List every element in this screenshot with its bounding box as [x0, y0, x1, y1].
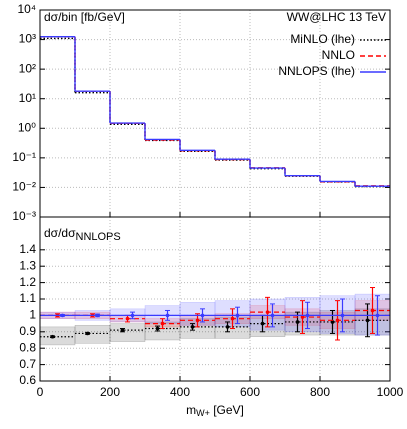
y-tick-label: 1.4	[19, 242, 36, 256]
x-tick-label: 800	[310, 385, 330, 399]
ratio-point	[160, 321, 165, 326]
ratio-point	[235, 313, 240, 318]
ratio-point	[330, 320, 335, 324]
y-tick-label: 0.7	[19, 357, 36, 371]
uncertainty-band	[109, 323, 146, 342]
ratio-point	[370, 308, 375, 313]
ratio-label-main: dσ/dσ	[44, 226, 76, 240]
ratio-point	[365, 318, 370, 323]
ratio-point	[305, 313, 310, 318]
ratio-point	[165, 313, 170, 318]
ratio-point	[120, 328, 125, 332]
y-tick-label: 10⁰	[18, 120, 36, 134]
ratio-point	[50, 334, 55, 339]
y-tick-label: 10³	[19, 32, 36, 46]
y-tick-label: 1.3	[19, 258, 36, 272]
ratio-axis-label: dσ/dσNNLOPS	[44, 226, 121, 243]
ratio-point	[270, 313, 275, 318]
ratio-point	[200, 313, 205, 318]
ratio-point	[125, 316, 130, 321]
y-tick-label: 10¹	[19, 91, 36, 105]
y-tick-label: 1.1	[19, 291, 36, 305]
legend-label: NNLO	[322, 48, 355, 62]
x-axis-label: mW+ [GeV]	[186, 403, 244, 418]
ratio-point	[375, 313, 380, 318]
ratio-point	[130, 313, 135, 318]
x-tick-label: 200	[100, 385, 120, 399]
y-tick-label: 10⁻¹	[12, 150, 36, 164]
x-tick-label: 400	[170, 385, 190, 399]
x-label-unit: [GeV]	[210, 403, 244, 417]
ratio-point	[265, 310, 270, 314]
x-tick-label: 1000	[377, 385, 404, 399]
uncertainty-band	[74, 324, 111, 344]
plot-frame	[39, 216, 391, 382]
ratio-point	[60, 313, 65, 318]
y-tick-label: 0.8	[19, 340, 36, 354]
y-tick-label: 10⁻²	[12, 180, 36, 194]
y-tick-label: 1	[29, 308, 36, 322]
legend-label: NNLOPS (lhe)	[278, 64, 355, 78]
ratio-point	[85, 331, 90, 336]
uncertainty-band	[39, 326, 76, 346]
y-tick-label: 0.9	[19, 324, 36, 338]
x-label-sub: W+	[196, 408, 210, 418]
y-axis-label: dσ/bin [fb/GeV]	[44, 10, 125, 24]
chart-title: WW@LHC 13 TeV	[287, 10, 386, 24]
ratio-label-sub: NNLOPS	[76, 231, 121, 243]
ratio-point	[155, 326, 160, 331]
ratio-point	[340, 313, 345, 318]
y-tick-label: 10⁻³	[12, 209, 36, 223]
ratio-point	[95, 313, 100, 318]
ratio-point	[335, 318, 340, 323]
ratio-point	[230, 316, 235, 321]
x-tick-label: 0	[37, 385, 44, 399]
y-tick-label: 10²	[19, 61, 36, 75]
y-tick-label: 0.6	[19, 373, 36, 387]
ratio-point	[225, 325, 230, 329]
y-tick-label: 10⁴	[17, 2, 36, 16]
x-label-main: m	[186, 403, 196, 417]
legend-label: MiNLO (lhe)	[290, 32, 355, 46]
ratio-point	[195, 318, 200, 323]
ratio-point	[300, 315, 305, 319]
ratio-point	[190, 325, 195, 329]
ratio-point	[260, 321, 265, 326]
y-tick-label: 1.2	[19, 275, 36, 289]
x-tick-label: 600	[240, 385, 260, 399]
ratio-point	[295, 320, 300, 324]
